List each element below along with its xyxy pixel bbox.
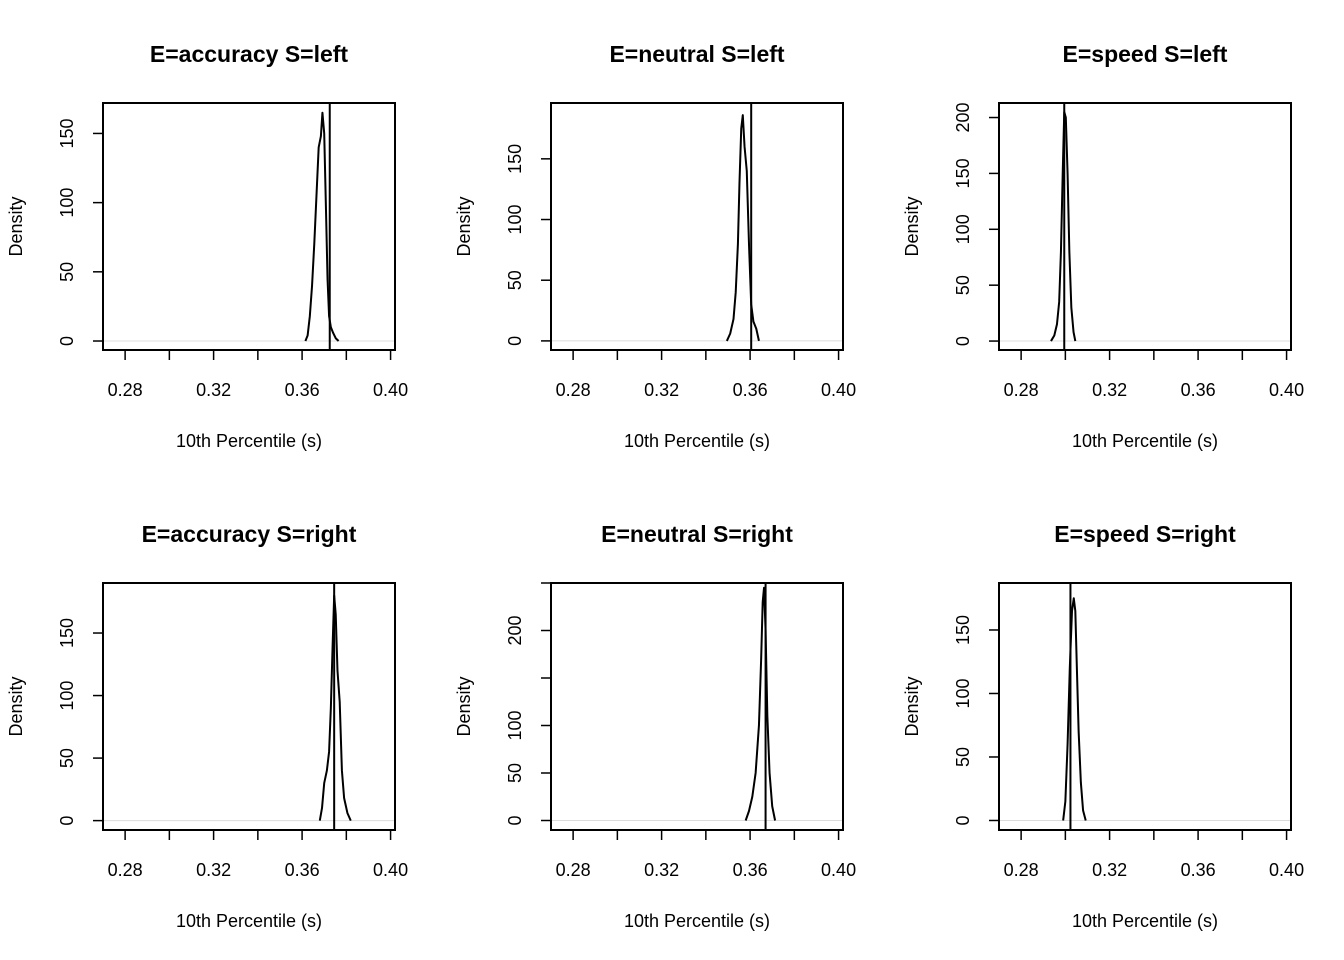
x-tick-label: 0.32 — [644, 860, 679, 880]
panel-2: E=neutral S=left 0.28 0.32 0.36 0.40 0 50 100 15… — [454, 41, 856, 451]
panel-5: E=neutral S=right 0.28 0.32 0.36 0.40 0 50 100 2… — [454, 521, 856, 931]
x-tick-label: 0.40 — [373, 380, 408, 400]
x-tick-label: 0.32 — [1092, 860, 1127, 880]
x-tick-label: 0.32 — [644, 380, 679, 400]
y-tick-label: 100 — [57, 188, 77, 218]
y-tick-label: 100 — [953, 678, 973, 708]
x-tick-label: 0.40 — [821, 380, 856, 400]
y-tick-label: 150 — [953, 615, 973, 645]
x-axis-label: 10th Percentile (s) — [176, 431, 322, 451]
plot-frame — [550, 582, 844, 831]
density-curve — [1050, 110, 1077, 342]
y-tick-label: 0 — [505, 815, 525, 825]
density-curve — [1062, 597, 1087, 821]
x-tick-label: 0.40 — [821, 860, 856, 880]
plot-frame — [550, 102, 844, 351]
x-tick-label: 0.36 — [733, 860, 768, 880]
y-tick-label: 0 — [505, 336, 525, 346]
x-tick-label: 0.28 — [1004, 860, 1039, 880]
y-tick-label: 0 — [953, 815, 973, 825]
panel-6: E=speed S=right 0.28 0.32 0.36 0.40 0 50 100 150… — [902, 521, 1304, 931]
x-tick-label: 0.40 — [373, 860, 408, 880]
chart-title: E=speed S=right — [1054, 521, 1236, 547]
x-tick-label: 0.36 — [733, 380, 768, 400]
x-tick-label: 0.32 — [196, 860, 231, 880]
x-tick-label: 0.32 — [1092, 380, 1127, 400]
y-tick-label: 200 — [505, 615, 525, 645]
plot-frame — [102, 102, 396, 351]
y-tick-label: 100 — [57, 681, 77, 711]
y-tick-label: 50 — [953, 747, 973, 767]
y-tick-label: 100 — [953, 214, 973, 244]
y-tick-label: 150 — [505, 144, 525, 174]
x-tick-label: 0.36 — [1181, 860, 1216, 880]
x-tick-label: 0.40 — [1269, 380, 1304, 400]
y-tick-label: 50 — [57, 748, 77, 768]
x-tick-label: 0.28 — [556, 380, 591, 400]
chart-title: E=neutral S=left — [609, 41, 784, 67]
x-tick-label: 0.28 — [556, 860, 591, 880]
y-tick-label: 0 — [57, 816, 77, 826]
x-tick-label: 0.28 — [1004, 380, 1039, 400]
y-tick-label: 100 — [505, 710, 525, 740]
x-axis-label: 10th Percentile (s) — [624, 911, 770, 931]
x-axis-label: 10th Percentile (s) — [1072, 911, 1218, 931]
y-tick-label: 50 — [953, 275, 973, 295]
x-axis-label: 10th Percentile (s) — [1072, 431, 1218, 451]
density-curve — [304, 111, 340, 342]
x-tick-label: 0.32 — [196, 380, 231, 400]
x-axis-label: 10th Percentile (s) — [176, 911, 322, 931]
y-tick-label: 0 — [57, 336, 77, 346]
chart-title: E=neutral S=right — [601, 521, 793, 547]
density-curve — [744, 586, 777, 821]
y-tick-label: 150 — [953, 158, 973, 188]
x-tick-label: 0.28 — [108, 860, 143, 880]
x-tick-label: 0.40 — [1269, 860, 1304, 880]
y-axis-label: Density — [902, 196, 922, 256]
y-axis-label: Density — [6, 196, 26, 256]
density-curve — [725, 114, 760, 342]
y-tick-label: 100 — [505, 204, 525, 234]
y-tick-label: 150 — [57, 618, 77, 648]
plot-frame — [998, 102, 1292, 351]
y-tick-label: 50 — [505, 270, 525, 290]
density-curve — [318, 594, 352, 822]
panel-3: E=speed S=left 0.28 0.32 0.36 0.40 0 50 100 150 2… — [902, 41, 1304, 451]
y-tick-label: 150 — [57, 118, 77, 148]
plot-frame — [102, 582, 396, 831]
plot-frame — [998, 582, 1292, 831]
x-tick-label: 0.28 — [108, 380, 143, 400]
chart-title: E=accuracy S=right — [142, 521, 357, 547]
x-tick-label: 0.36 — [285, 860, 320, 880]
panel-1: E=accuracy S=left 0.28 0.32 0.36 0.40 0 50 100 1… — [6, 41, 408, 451]
x-tick-label: 0.36 — [285, 380, 320, 400]
y-axis-label: Density — [6, 676, 26, 736]
y-tick-label: 200 — [953, 103, 973, 133]
y-axis-label: Density — [454, 676, 474, 736]
y-tick-label: 50 — [505, 763, 525, 783]
panel-4: E=accuracy S=right 0.28 0.32 0.36 0.40 0 50 100… — [6, 521, 408, 931]
y-axis-label: Density — [454, 196, 474, 256]
y-tick-label: 50 — [57, 262, 77, 282]
y-axis-label: Density — [902, 676, 922, 736]
chart-title: E=accuracy S=left — [150, 41, 349, 67]
y-tick-label: 0 — [953, 336, 973, 346]
x-axis-label: 10th Percentile (s) — [624, 431, 770, 451]
chart-title: E=speed S=left — [1063, 41, 1228, 67]
x-tick-label: 0.36 — [1181, 380, 1216, 400]
